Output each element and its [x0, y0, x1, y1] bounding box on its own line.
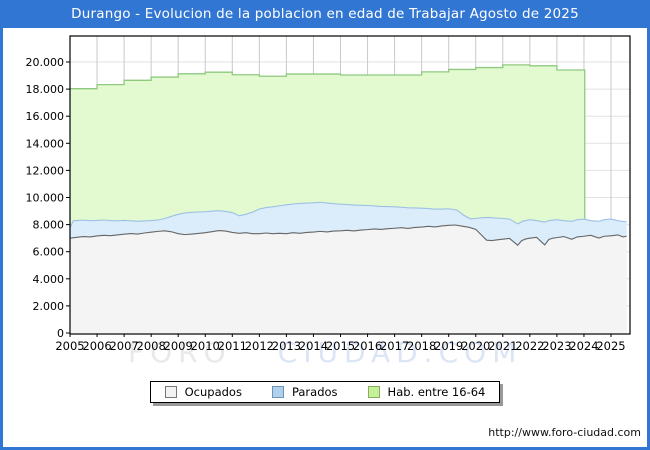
legend-label-hab-16-64: Hab. entre 16-64: [387, 385, 486, 399]
plot-border: [69, 35, 631, 335]
y-tick-label: 12.000: [26, 164, 65, 177]
y-tick-label: 20.000: [26, 56, 65, 69]
legend-swatch-ocupados: [164, 386, 177, 398]
x-tick-label: 2015: [326, 339, 355, 353]
x-tick-label: 2009: [164, 339, 193, 353]
y-tick-label: 4.000: [33, 273, 65, 286]
x-tick-label: 2010: [191, 339, 220, 353]
y-tick-label: 6.000: [33, 246, 65, 259]
x-tick-label: 2011: [218, 339, 247, 353]
watermark: FORO CIUDAD.COM: [128, 336, 522, 369]
x-tick-label: 2016: [353, 339, 382, 353]
legend-item-parados: Parados: [271, 385, 338, 399]
y-tick-label: 10.000: [26, 192, 65, 205]
line-hab-16-64: [70, 64, 586, 333]
x-tick-label: 2006: [82, 339, 111, 353]
x-tick-label: 2020: [461, 339, 490, 353]
y-tick-label: 14.000: [26, 137, 65, 150]
x-tick-label: 2018: [407, 339, 436, 353]
legend-wrap: Ocupados Parados Hab. entre 16-64: [0, 381, 650, 403]
legend-label-parados: Parados: [291, 385, 338, 399]
title-bar: Durango - Evolucion de la poblacion en e…: [0, 0, 650, 28]
legend-item-hab-16-64: Hab. entre 16-64: [367, 385, 486, 399]
legend-swatch-hab-16-64: [367, 386, 380, 398]
y-tick-label: 2.000: [33, 300, 65, 313]
x-tick-label: 2023: [542, 339, 571, 353]
x-tick-label: 2012: [245, 339, 274, 353]
x-tick-label: 2013: [272, 339, 301, 353]
y-tick-label: 8.000: [33, 219, 65, 232]
line-ocupados: [69, 224, 627, 246]
legend-item-ocupados: Ocupados: [164, 385, 242, 399]
x-tick-label: 2019: [434, 339, 463, 353]
x-tick-label: 2014: [299, 339, 328, 353]
area-ocupados: [70, 225, 627, 333]
x-tick-label: 2025: [596, 339, 625, 353]
site-url: http://www.foro-ciudad.com: [488, 426, 641, 439]
watermark-right: CIUDAD.COM: [277, 336, 523, 369]
y-tick-label: 16.000: [26, 110, 65, 123]
y-tick-label: 0: [57, 327, 64, 340]
legend: Ocupados Parados Hab. entre 16-64: [149, 381, 501, 403]
x-tick-label: 2007: [109, 339, 138, 353]
x-tick-label: 2005: [55, 339, 84, 353]
line-parados: [69, 201, 627, 229]
x-tick-label: 2008: [137, 339, 166, 353]
legend-swatch-parados: [271, 386, 284, 398]
legend-label-ocupados: Ocupados: [184, 385, 242, 399]
x-tick-label: 2021: [488, 339, 517, 353]
page-title: Durango - Evolucion de la poblacion en e…: [71, 6, 579, 22]
y-tick-label: 18.000: [26, 83, 65, 96]
x-tick-label: 2022: [515, 339, 544, 353]
watermark-left: FORO: [128, 336, 232, 369]
x-tick-label: 2024: [569, 339, 598, 353]
x-tick-label: 2017: [380, 339, 409, 353]
